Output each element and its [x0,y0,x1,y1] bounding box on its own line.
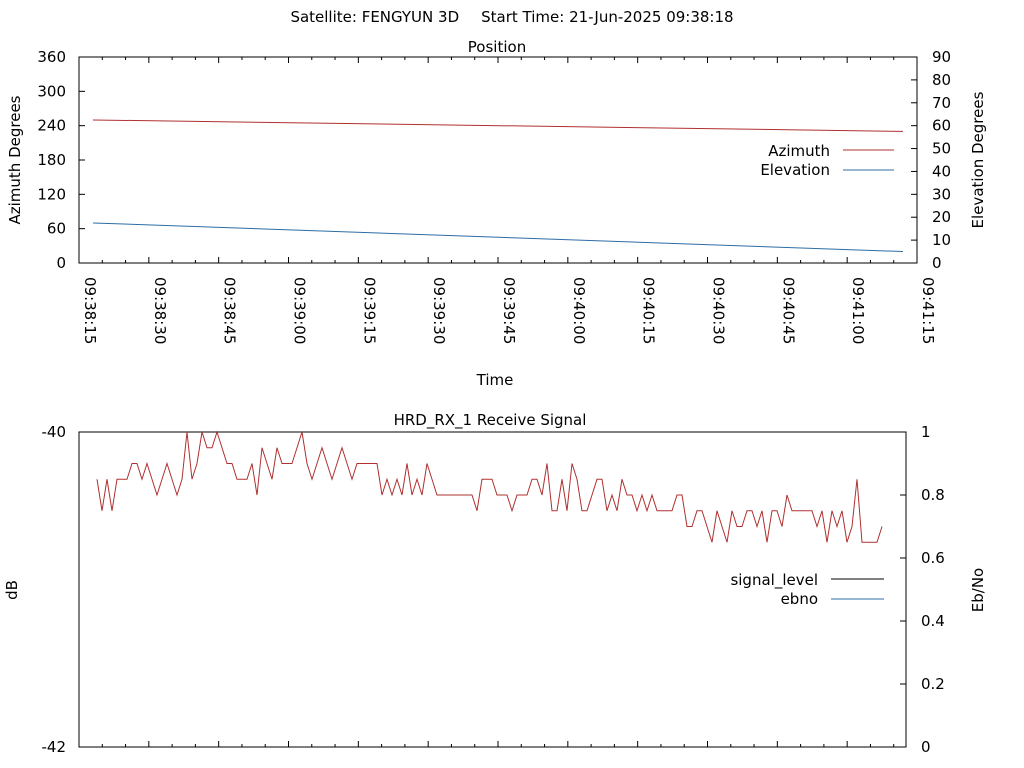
elevation-tick-label: 80 [932,71,951,89]
azimuth-axis-title: Azimuth Degrees [6,95,24,224]
start-time-label: Start Time: 21-Jun-2025 09:38:18 [481,8,734,26]
elevation-tick-label: 40 [932,162,951,180]
time-axis-title: Time [476,371,514,389]
db-tick-label: -42 [42,738,67,756]
azimuth-tick-label: 60 [47,220,66,238]
db-axis: -42 -40 [42,423,67,756]
signal-series [96,430,883,543]
legend-elevation-label: Elevation [760,161,830,179]
ebno-tick-label: 1 [921,423,931,441]
time-tick-label: 09:38:30 [151,277,169,344]
elevation-tick-label: 0 [932,254,942,272]
azimuth-tick-label: 180 [37,151,66,169]
time-tick-label: 09:40:00 [570,277,588,344]
elevation-tick-label: 50 [932,140,951,158]
ebno-axis: 0 0.2 0.4 0.6 0.8 1 [900,423,945,756]
legend-ebno-label: ebno [781,590,818,608]
time-tick-label: 09:41:00 [849,277,867,344]
time-tick-label: 09:39:45 [500,277,518,344]
time-tick-label: 09:38:45 [221,277,239,344]
time-tick-label: 09:41:15 [919,277,937,344]
time-tick-label: 09:39:30 [430,277,448,344]
series-elevation-line [92,222,904,253]
receive-signal-chart: HRD_RX_1 Receive Signal -42 -40 0 0.2 0.4 0.… [3,411,987,756]
db-axis-title: dB [3,580,21,600]
position-chart: Position 0 60 120 180 240 300 360 0 10 20 30 40 50 6… [6,38,987,389]
legend-signal-level-label: signal_level [730,571,818,590]
ebno-tick-label: 0 [921,738,931,756]
azimuth-tick-label: 300 [37,82,66,100]
position-series [92,119,904,253]
elevation-tick-label: 20 [932,208,951,226]
azimuth-tick-label: 120 [37,185,66,203]
elevation-tick-label: 90 [932,48,951,66]
time-tick-label: 09:40:15 [640,277,658,344]
elevation-tick-label: 60 [932,117,951,135]
ebno-axis-title: Eb/No [969,568,987,612]
satellite-label: Satellite: FENGYUN 3D [290,8,460,26]
time-tick-label: 09:39:00 [291,277,309,344]
ebno-tick-label: 0.4 [921,612,945,630]
azimuth-tick-label: 360 [37,48,66,66]
elevation-tick-label: 10 [932,231,951,249]
time-tick-label: 09:39:15 [360,277,378,344]
db-tick-label: -40 [42,423,67,441]
position-plot-frame [78,56,918,264]
ebno-tick-label: 0.8 [921,486,945,504]
elevation-tick-label: 70 [932,94,951,112]
elevation-axis-title: Elevation Degrees [969,91,987,228]
elevation-axis: 0 10 20 30 40 50 60 70 80 90 [911,48,951,272]
receive-signal-chart-title: HRD_RX_1 Receive Signal [394,411,587,430]
ebno-tick-label: 0.2 [921,675,945,693]
azimuth-axis: 0 60 120 180 240 300 360 [37,48,85,272]
azimuth-tick-label: 240 [37,117,66,135]
time-axis: 09:38:15 09:38:30 09:38:45 09:39:00 09:39:15… [78,57,937,344]
series-receive-signal-line [96,430,883,543]
signal-time-axis [78,741,895,747]
receive-signal-plot-frame [78,431,907,748]
ebno-tick-label: 0.6 [921,549,945,567]
time-tick-label: 09:40:45 [779,277,797,344]
position-chart-title: Position [468,38,526,56]
chart-header: Satellite: FENGYUN 3D Start Time: 21-Jun-… [0,8,1024,26]
azimuth-tick-label: 0 [56,254,66,272]
elevation-tick-label: 30 [932,185,951,203]
time-tick-label: 09:38:15 [81,277,99,344]
time-tick-label: 09:40:30 [710,277,728,344]
series-azimuth-line [92,119,904,132]
legend-azimuth-label: Azimuth [768,142,830,160]
